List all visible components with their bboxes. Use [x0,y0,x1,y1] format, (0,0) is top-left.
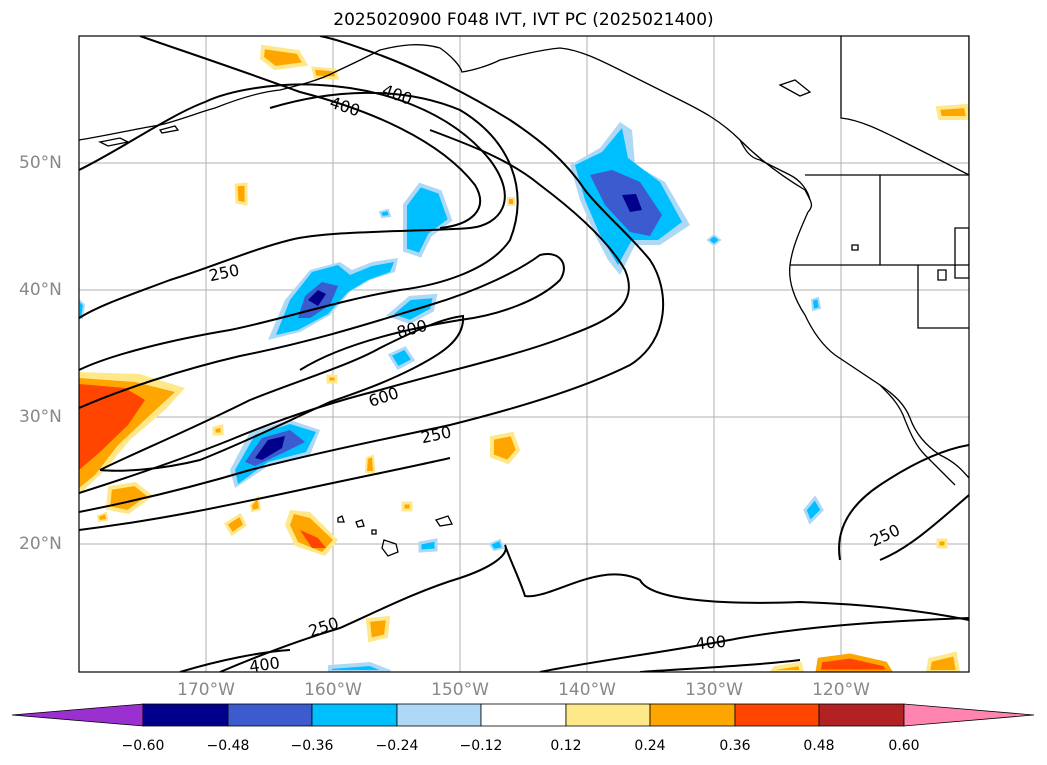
contour-label: 250 [207,260,241,285]
baja-coast [879,384,956,486]
contour-mid [79,253,565,409]
contour-label: 400 [695,632,727,654]
contour-800 [99,314,465,472]
lon-label: 170°W [177,680,235,700]
us-west-coast [789,211,969,479]
colorbar [11,703,1035,727]
contour-400-north [139,36,481,229]
contour-label: 250 [419,422,453,447]
colorbar-tick: −0.36 [290,738,334,754]
map-frame [78,35,970,673]
positive-anomaly-fills [79,44,969,672]
contour-250-bottom [79,457,451,531]
lat-label: 50°N [19,153,62,173]
gridlines [79,36,969,672]
contour-label: 400 [380,80,415,108]
contour-400-south [219,544,969,672]
lon-label: 120°W [812,680,870,700]
colorbar-tick: 0.12 [550,738,582,754]
contour-400-arc [79,91,519,371]
contour-label: 250 [867,520,903,550]
contour-label: 400 [248,653,281,676]
lat-label: 40°N [19,280,62,300]
ivt-contours [79,36,969,672]
colorbar-tick: 0.36 [719,738,751,754]
colorbar-tick: −0.24 [375,738,419,754]
contour-250-southeast [838,444,969,561]
lon-label: 160°W [304,680,362,700]
contour-label: 250 [306,613,341,641]
contour-400-bottom [539,617,969,672]
colorbar-tick: 0.24 [634,738,666,754]
lat-label: 30°N [19,407,62,427]
colorbar-tick: 0.48 [803,738,835,754]
islands [98,79,947,557]
coastlines [79,36,969,486]
colorbar-tick: −0.12 [459,738,503,754]
hawaii-islands [434,515,453,527]
lon-label: 130°W [685,680,743,700]
alaska-coast [79,44,813,213]
lat-label: 20°N [19,534,62,554]
colorbar-tick: −0.60 [121,738,165,754]
contour-250-south [79,36,665,513]
lon-label: 150°W [431,680,489,700]
contour-250-outer [79,83,506,319]
map-title: 2025020900 F048 IVT, IVT PC (2025021400) [333,10,714,30]
bc-coast [739,139,811,201]
colorbar-under [11,703,144,727]
canada-province-line [840,36,969,176]
colorbar-over [903,703,1035,727]
state-line-3 [917,265,969,329]
negative-anomaly-fills [79,122,824,672]
contour-600 [79,129,630,494]
colorbar-tick: 0.60 [888,738,920,754]
lon-label: 140°W [558,680,616,700]
state-line-4 [954,227,969,279]
colorbar-tick: −0.48 [206,738,250,754]
